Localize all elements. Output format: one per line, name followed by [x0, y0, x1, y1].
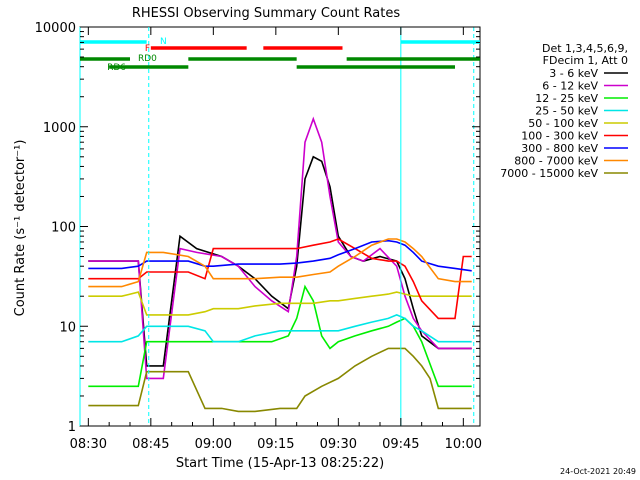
series-line-3 [88, 284, 472, 388]
series-line-5 [88, 291, 472, 316]
state-bar-label-f: F [145, 44, 150, 54]
series-line-9 [88, 347, 472, 413]
state-bar-label-rd6: RD6 [107, 63, 126, 73]
chart-title: RHESSI Observing Summary Count Rates [132, 6, 401, 21]
y-tick-label-2: 10 [59, 320, 76, 335]
y-tick-label-5: 10000 [35, 21, 76, 36]
x-axis-ticks: 08:30 08:45 09:00 09:15 09:30 09:45 10:00 [70, 27, 482, 452]
legend-label-1: 3 - 6 keV [549, 67, 598, 80]
date-stamp: 24-Oct-2021 20:49 [560, 467, 636, 476]
vline-layer [79, 27, 475, 426]
y-tick-label-3: 100 [51, 221, 76, 236]
state-bar-label-rd0: RD0 [138, 54, 157, 64]
series-line-2 [88, 116, 472, 380]
series-line-8 [88, 238, 472, 288]
x-axis-label: Start Time (15-Apr-13 08:25:22) [176, 456, 384, 471]
legend-label-6: 100 - 300 keV [521, 130, 598, 143]
x-tick-label-4: 09:15 [257, 437, 294, 452]
x-tick-label-1: 08:30 [70, 437, 107, 452]
y-tick-label-1: 1 [68, 420, 76, 435]
series-line-1 [88, 155, 472, 367]
plot-frame [79, 26, 481, 427]
x-tick-label-6: 09:45 [382, 437, 419, 452]
y-axis-label: Count Rate (s⁻¹ detector⁻¹) [13, 140, 28, 317]
x-tick-label-5: 09:30 [320, 437, 357, 452]
y-axis-ticks: 1 10 100 1000 10000 [35, 21, 480, 435]
x-tick-label-2: 08:45 [132, 437, 169, 452]
legend-label-3: 12 - 25 keV [535, 92, 598, 105]
x-tick-label-3: 09:00 [195, 437, 232, 452]
x-tick-label-7: 10:00 [445, 437, 482, 452]
legend-header-line-2: FDecim 1, Att 0 [543, 54, 628, 67]
series-line-7 [88, 239, 472, 272]
legend-label-2: 6 - 12 keV [542, 80, 598, 93]
legend-label-4: 25 - 50 keV [535, 105, 598, 118]
state-bar-label-n: N [160, 37, 167, 47]
legend: Det 1,3,4,5,6,9, FDecim 1, Att 0 3 - 6 k… [500, 42, 628, 180]
legend-label-5: 50 - 100 keV [528, 117, 598, 130]
legend-label-7: 300 - 800 keV [521, 142, 598, 155]
legend-label-9: 7000 - 15000 keV [500, 167, 598, 180]
legend-label-8: 800 - 7000 keV [514, 155, 598, 168]
y-tick-label-4: 1000 [43, 121, 76, 136]
legend-header-line-1: Det 1,3,4,5,6,9, [542, 42, 628, 55]
series-line-6 [88, 238, 472, 320]
series-layer [88, 116, 472, 413]
series-line-4 [88, 314, 472, 343]
